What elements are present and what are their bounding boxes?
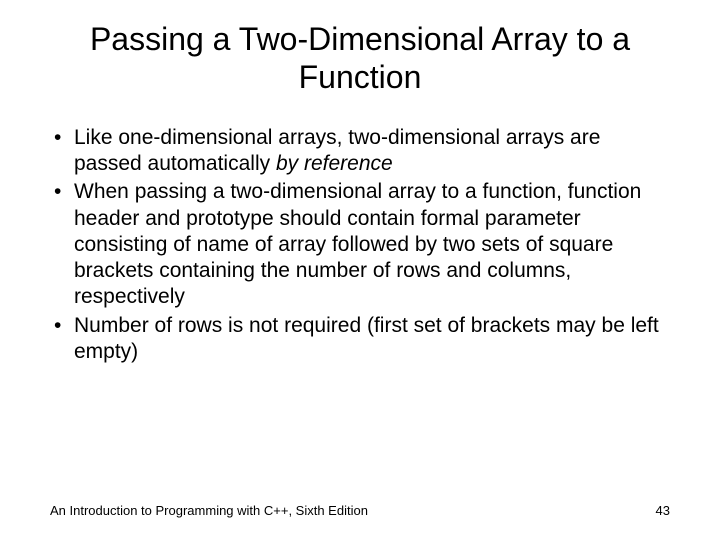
slide-container: Passing a Two-Dimensional Array to a Fun…	[0, 0, 720, 540]
page-number: 43	[656, 503, 670, 518]
slide-title: Passing a Two-Dimensional Array to a Fun…	[50, 20, 670, 97]
slide-footer: An Introduction to Programming with C++,…	[50, 503, 670, 518]
bullet-text-italic: by reference	[276, 152, 393, 175]
bullet-list: Like one-dimensional arrays, two-dimensi…	[50, 125, 670, 365]
bullet-text-pre: When passing a two-dimensional array to …	[74, 180, 641, 308]
list-item: Number of rows is not required (first se…	[50, 313, 670, 366]
list-item: Like one-dimensional arrays, two-dimensi…	[50, 125, 670, 178]
slide-content: Like one-dimensional arrays, two-dimensi…	[50, 125, 670, 365]
list-item: When passing a two-dimensional array to …	[50, 179, 670, 310]
footer-text: An Introduction to Programming with C++,…	[50, 503, 368, 518]
bullet-text-pre: Number of rows is not required (first se…	[74, 314, 659, 363]
